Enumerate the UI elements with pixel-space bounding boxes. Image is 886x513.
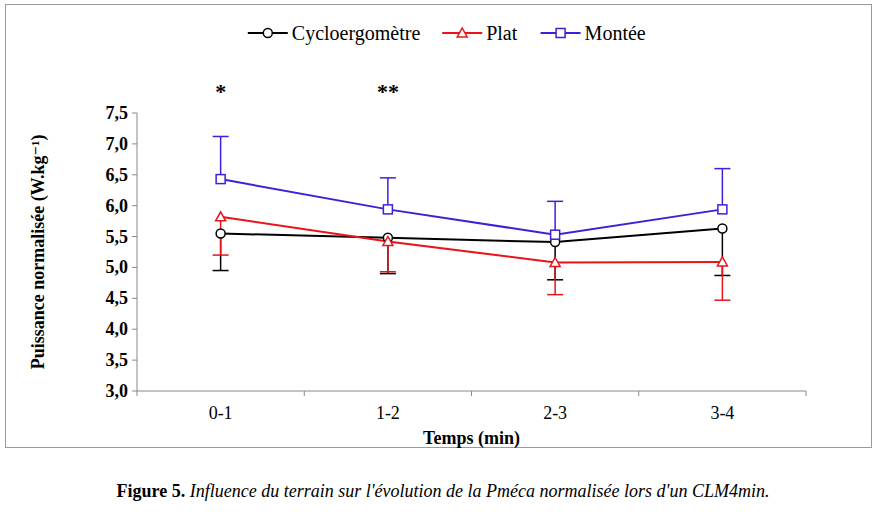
y-tick-label: 5,0	[106, 257, 129, 277]
y-tick-label: 4,5	[106, 288, 129, 308]
error-bar	[213, 217, 229, 255]
error-cap	[547, 294, 563, 296]
error-bar	[547, 263, 563, 295]
annotation: **	[377, 79, 399, 104]
y-axis	[137, 113, 138, 391]
error-cap	[380, 177, 396, 179]
legend-label: Plat	[486, 22, 518, 44]
y-tick-label: 3,5	[106, 350, 129, 370]
data-point	[718, 224, 727, 233]
error-stem	[722, 169, 724, 210]
y-tick-label: 5,5	[106, 227, 129, 247]
title: Figure 5. Influence du terrain sur l'évo…	[117, 481, 770, 501]
data-point	[216, 212, 226, 221]
error-cap	[213, 254, 229, 256]
x-tick	[638, 391, 639, 396]
error-cap	[714, 168, 730, 170]
error-cap	[714, 299, 730, 301]
error-bar	[714, 169, 730, 210]
error-stem	[220, 136, 222, 179]
error-cap	[380, 273, 396, 275]
series-line	[221, 217, 723, 263]
y-tick-label: 7,5	[106, 103, 129, 123]
y-tick-label: 4,0	[106, 319, 129, 339]
x-tick-label: 2-3	[543, 403, 567, 423]
legend-marker	[263, 29, 272, 38]
data-point	[216, 175, 225, 184]
y-tick	[132, 391, 137, 392]
y-tick-label: 7,0	[106, 134, 129, 154]
y-tick	[132, 205, 137, 206]
data-point	[383, 236, 393, 245]
error-stem	[554, 263, 556, 295]
error-cap	[213, 270, 229, 272]
chart-frame	[6, 5, 872, 448]
y-tick	[132, 236, 137, 237]
y-tick-label: 6,0	[106, 196, 129, 216]
y-tick	[132, 329, 137, 330]
y-tick-label: 3,0	[106, 381, 129, 401]
data-point	[551, 230, 560, 239]
legend: Cycloergomètre Plat Montée	[248, 22, 646, 45]
error-cap	[213, 136, 229, 138]
x-tick	[471, 391, 472, 396]
x-tick	[137, 391, 138, 396]
y-tick	[132, 113, 137, 114]
error-bar	[213, 136, 229, 179]
error-cap	[380, 271, 396, 273]
error-stem	[722, 262, 724, 300]
title-part: Figure 5.	[117, 481, 190, 501]
legend-label: Cycloergomètre	[292, 22, 421, 45]
data-point	[550, 258, 560, 267]
legend-marker	[457, 28, 467, 37]
x-tick	[806, 391, 807, 396]
chart: 3,0 3,5 4,0 4,5 5,0 5,5 6,0 6,5 7,0 7,5 0-1 1-2 2-3 3…	[0, 0, 886, 513]
x-tick-label: 1-2	[376, 403, 400, 423]
title-part: Influence du terrain sur l'évolution de …	[189, 481, 770, 501]
y-tick	[132, 360, 137, 361]
y-tick	[132, 267, 137, 268]
x-tick	[304, 391, 305, 396]
y-tick	[132, 174, 137, 175]
series-line	[221, 179, 723, 235]
y-tick-label: 6,5	[106, 165, 129, 185]
y-axis-label: Puissance normalisée (W.kg⁻¹)	[28, 135, 49, 370]
series-line	[221, 229, 723, 243]
data-point	[383, 205, 392, 214]
y-tick	[132, 298, 137, 299]
data-point	[216, 229, 225, 238]
plot-data	[213, 136, 731, 300]
error-bar	[714, 262, 730, 300]
x-axis-label: Temps (min)	[423, 428, 520, 449]
legend-label: Montée	[585, 22, 646, 44]
error-cap	[547, 201, 563, 203]
x-tick-label: 0-1	[209, 403, 233, 423]
annotation: *	[215, 79, 226, 104]
data-point	[718, 205, 727, 214]
data-point	[717, 257, 727, 266]
y-tick	[132, 143, 137, 144]
legend-marker	[556, 29, 565, 38]
x-tick-label: 3-4	[710, 403, 734, 423]
